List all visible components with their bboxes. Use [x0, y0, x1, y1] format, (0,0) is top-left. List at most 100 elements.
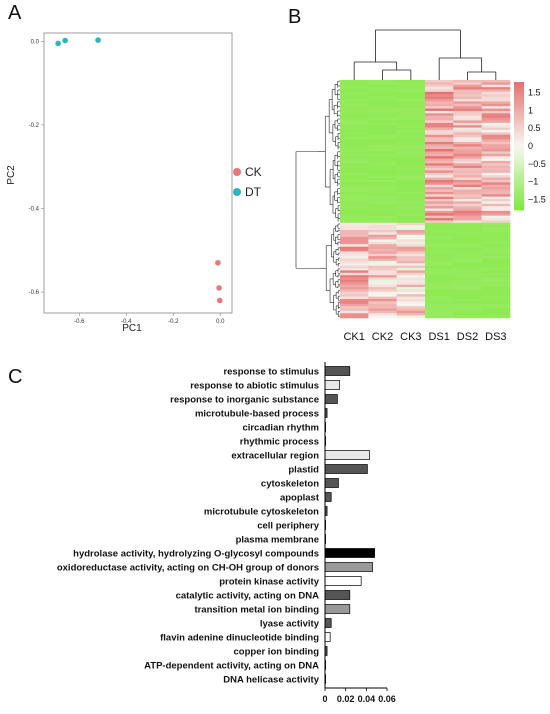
- heatmap-cell: [425, 134, 454, 138]
- heatmap-cell: [453, 179, 482, 183]
- heatmap-cell: [396, 191, 426, 195]
- heatmap-cell: [481, 282, 511, 285]
- colorbar-segment: [514, 202, 524, 206]
- heatmap-cell: [453, 306, 482, 309]
- heatmap-cell: [481, 141, 511, 145]
- heatmap-cell: [425, 118, 454, 121]
- heatmap-cell: [453, 115, 482, 119]
- heatmap-cell: [340, 101, 369, 105]
- heatmap-cell: [340, 82, 369, 86]
- heatmap-cell: [481, 232, 511, 235]
- heatmap-cell: [396, 156, 426, 159]
- heatmap-cell: [368, 84, 397, 88]
- heatmap-cell: [453, 265, 482, 269]
- heatmap-cell: [340, 256, 369, 259]
- colorbar-segment: [514, 82, 524, 86]
- heatmap-cell: [368, 308, 397, 312]
- pca-point-dt: [95, 37, 101, 43]
- heatmap-cell: [425, 215, 454, 219]
- heatmap-cell: [453, 168, 482, 171]
- heatmap-cell: [425, 156, 454, 159]
- heatmap-cell: [481, 301, 511, 305]
- heatmap-cell: [453, 227, 482, 231]
- heatmap-cell: [453, 160, 482, 164]
- heatmap-cell: [453, 146, 482, 150]
- go-term-label: circadian rhythm: [242, 423, 319, 434]
- heatmap-cell: [425, 153, 454, 157]
- heatmap-cell: [396, 160, 426, 164]
- heatmap-cell: [425, 227, 454, 231]
- heatmap-cell: [368, 208, 397, 212]
- heatmap-cell: [340, 196, 369, 200]
- heatmap-cell: [425, 218, 454, 221]
- heatmap-cell: [396, 289, 426, 293]
- heatmap-cell: [425, 237, 454, 240]
- heatmap-cell: [368, 87, 397, 90]
- heatmap-column-label: DS3: [485, 331, 506, 343]
- heatmap-cell: [453, 206, 482, 209]
- heatmap-cell: [425, 141, 454, 145]
- heatmap-cell: [340, 232, 369, 235]
- heatmap-cell: [425, 87, 454, 90]
- heatmap-cell: [425, 132, 454, 136]
- heatmap-cell: [396, 239, 426, 243]
- heatmap-cell: [425, 289, 454, 293]
- colorbar-segment: [514, 122, 524, 126]
- colorbar-segment: [514, 84, 524, 88]
- heatmap-cell: [368, 237, 397, 240]
- heatmap-cell: [340, 260, 369, 264]
- colorbar-segment: [514, 175, 524, 179]
- heatmap-cell: [396, 291, 426, 295]
- colorbar-tick-label: −1: [528, 177, 538, 187]
- go-term-label: protein kinase activity: [219, 577, 320, 588]
- heatmap-cell: [368, 239, 397, 243]
- heatmap-cell: [425, 284, 454, 288]
- heatmap-cell: [396, 134, 426, 138]
- pca-point-dt: [55, 40, 61, 47]
- heatmap-cell: [453, 182, 482, 186]
- colorbar-segment: [514, 167, 524, 171]
- heatmap-cell: [425, 272, 454, 276]
- heatmap-cell: [368, 187, 397, 190]
- heatmap-cell: [425, 248, 454, 252]
- heatmap-cell: [396, 122, 426, 126]
- heatmap-cell: [481, 289, 511, 293]
- heatmap-cell: [453, 120, 482, 124]
- heatmap-cell: [396, 270, 426, 274]
- heatmap-cell: [396, 208, 426, 212]
- heatmap-cell: [425, 120, 454, 124]
- heatmap-cell: [481, 103, 511, 107]
- heatmap-cell: [396, 182, 426, 186]
- heatmap-cell: [368, 141, 397, 145]
- heatmap-cell: [453, 263, 482, 266]
- heatmap-cell: [453, 272, 482, 276]
- heatmap-cell: [425, 127, 454, 131]
- heatmap-cell: [340, 208, 369, 212]
- heatmap-cell: [340, 229, 369, 233]
- heatmap-cell: [453, 184, 482, 188]
- heatmap-cell: [368, 206, 397, 209]
- heatmap-cell: [425, 270, 454, 274]
- heatmap-cell: [425, 89, 454, 93]
- heatmap-cell: [368, 179, 397, 183]
- heatmap-cell: [368, 251, 397, 255]
- heatmap-cell: [453, 291, 482, 295]
- heatmap-cell: [368, 220, 397, 224]
- pca-point-ck: [216, 285, 222, 291]
- heatmap-cell: [453, 96, 482, 100]
- heatmap-cell: [425, 287, 454, 290]
- heatmap-cell: [453, 134, 482, 138]
- heatmap-cell: [453, 89, 482, 93]
- heatmap-cell: [368, 165, 397, 169]
- heatmap-cell: [340, 108, 369, 112]
- go-bar: [324, 450, 370, 460]
- heatmap-cell: [453, 229, 482, 233]
- panel-label-a: A: [8, 2, 22, 24]
- heatmap-cell: [340, 182, 369, 186]
- heatmap-cell: [481, 163, 511, 166]
- heatmap-cell: [340, 203, 369, 207]
- go-term-label: lyase activity: [260, 619, 320, 630]
- colorbar-segment: [514, 130, 524, 134]
- heatmap-cell: [368, 189, 397, 193]
- colorbar-segment: [514, 180, 524, 184]
